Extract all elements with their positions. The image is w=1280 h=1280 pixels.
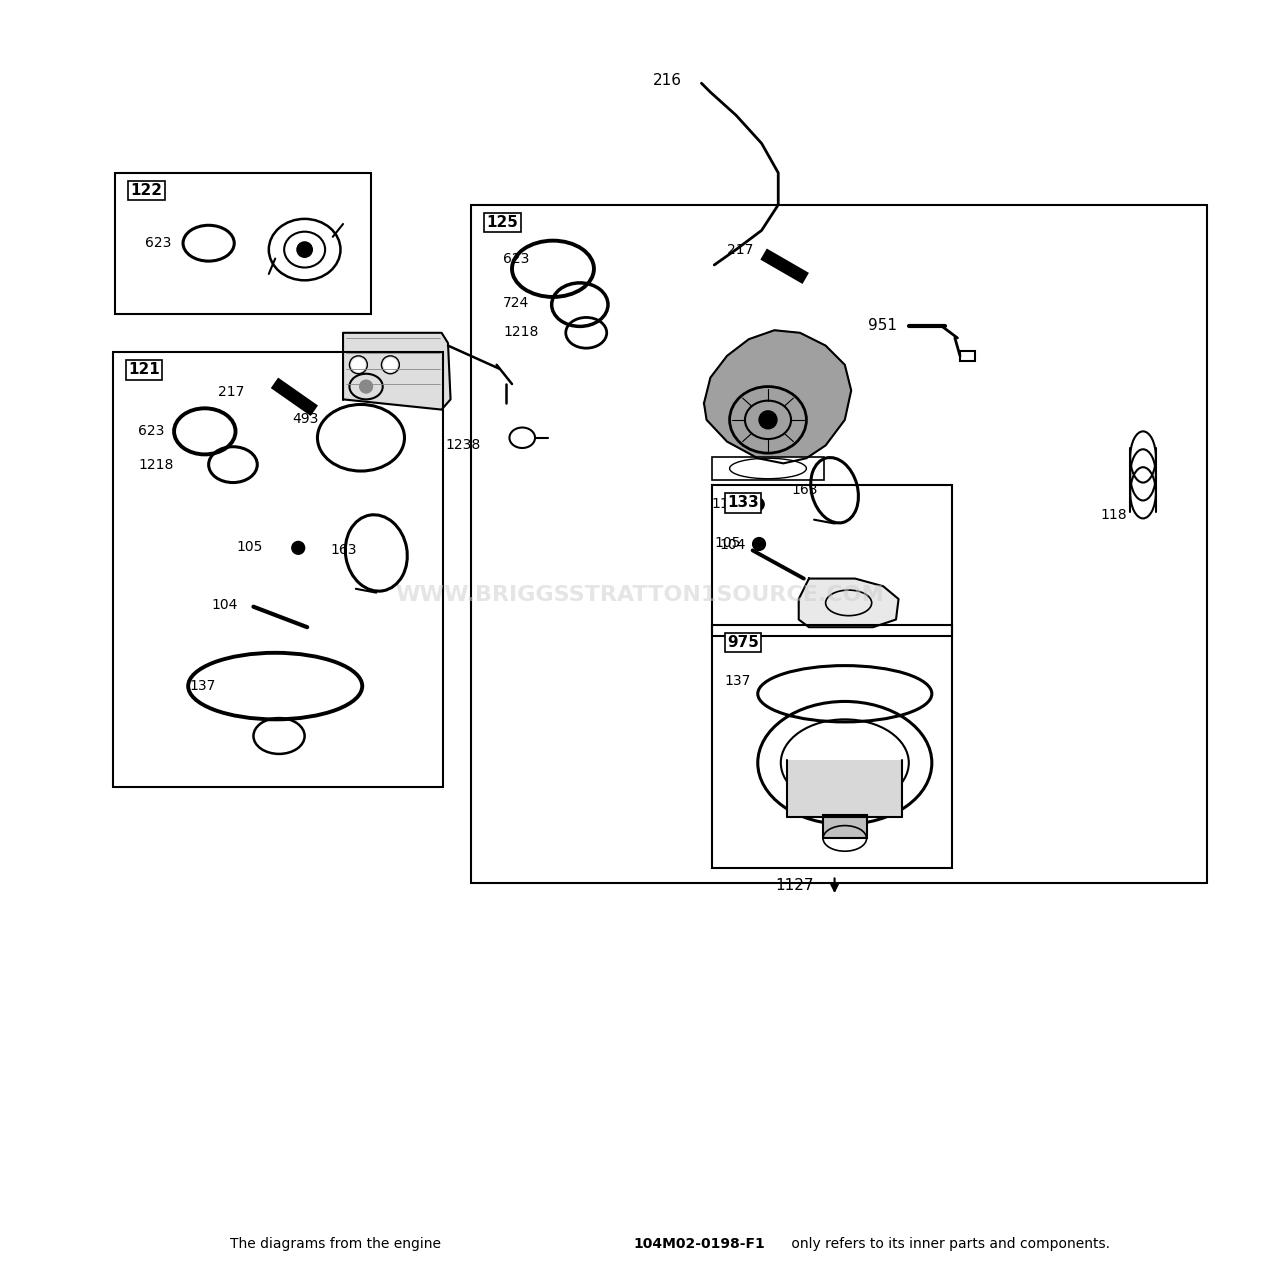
Text: 118: 118 (1101, 508, 1128, 521)
Text: 122: 122 (131, 183, 163, 198)
Text: 216: 216 (653, 73, 682, 88)
Text: 1127: 1127 (776, 878, 814, 893)
Text: 105: 105 (237, 540, 264, 553)
Text: 104M02-0198-F1: 104M02-0198-F1 (634, 1238, 765, 1251)
Bar (823, 815, 867, 838)
Text: only refers to its inner parts and components.: only refers to its inner parts and compo… (787, 1238, 1110, 1251)
Bar (712, 457, 824, 480)
Text: The diagrams from the engine: The diagrams from the engine (230, 1238, 445, 1251)
Text: 975: 975 (727, 635, 759, 650)
Text: 217: 217 (727, 243, 754, 256)
Bar (712, 625, 952, 868)
Text: 137: 137 (189, 680, 216, 692)
Text: 623: 623 (503, 252, 530, 265)
Circle shape (297, 242, 312, 257)
Circle shape (292, 541, 305, 554)
Text: 1238: 1238 (445, 439, 481, 452)
Bar (787, 760, 902, 817)
Polygon shape (799, 579, 899, 627)
Circle shape (751, 498, 764, 511)
Bar (471, 205, 1207, 883)
FancyArrow shape (271, 378, 317, 416)
Text: 951: 951 (868, 317, 897, 333)
Text: 121: 121 (128, 362, 160, 378)
FancyArrow shape (760, 248, 809, 284)
Polygon shape (704, 330, 851, 463)
Text: 104: 104 (719, 539, 746, 552)
Text: 137: 137 (724, 675, 751, 687)
Bar (113, 352, 443, 787)
Text: 163: 163 (330, 544, 357, 557)
Text: 1218: 1218 (138, 458, 174, 471)
Polygon shape (343, 333, 451, 410)
Text: 133: 133 (727, 495, 759, 511)
Text: 217: 217 (218, 385, 244, 398)
Text: 105: 105 (714, 536, 741, 549)
Text: 623: 623 (138, 425, 165, 438)
Text: 724: 724 (503, 297, 530, 310)
Bar (960, 351, 975, 361)
Text: 163: 163 (791, 484, 818, 497)
Circle shape (360, 380, 372, 393)
Circle shape (759, 411, 777, 429)
Circle shape (384, 358, 397, 371)
Circle shape (352, 358, 365, 371)
Bar (115, 173, 371, 314)
Text: 117: 117 (712, 498, 739, 511)
Text: 1218: 1218 (503, 325, 539, 338)
Text: 493: 493 (292, 412, 319, 425)
Text: 104: 104 (211, 599, 238, 612)
Bar (712, 485, 952, 636)
Text: 125: 125 (486, 215, 518, 230)
Circle shape (753, 538, 765, 550)
Text: 623: 623 (145, 237, 172, 250)
Text: WWW.BRIGGSSTRATTON1SOURCE.COM: WWW.BRIGGSSTRATTON1SOURCE.COM (396, 585, 884, 605)
